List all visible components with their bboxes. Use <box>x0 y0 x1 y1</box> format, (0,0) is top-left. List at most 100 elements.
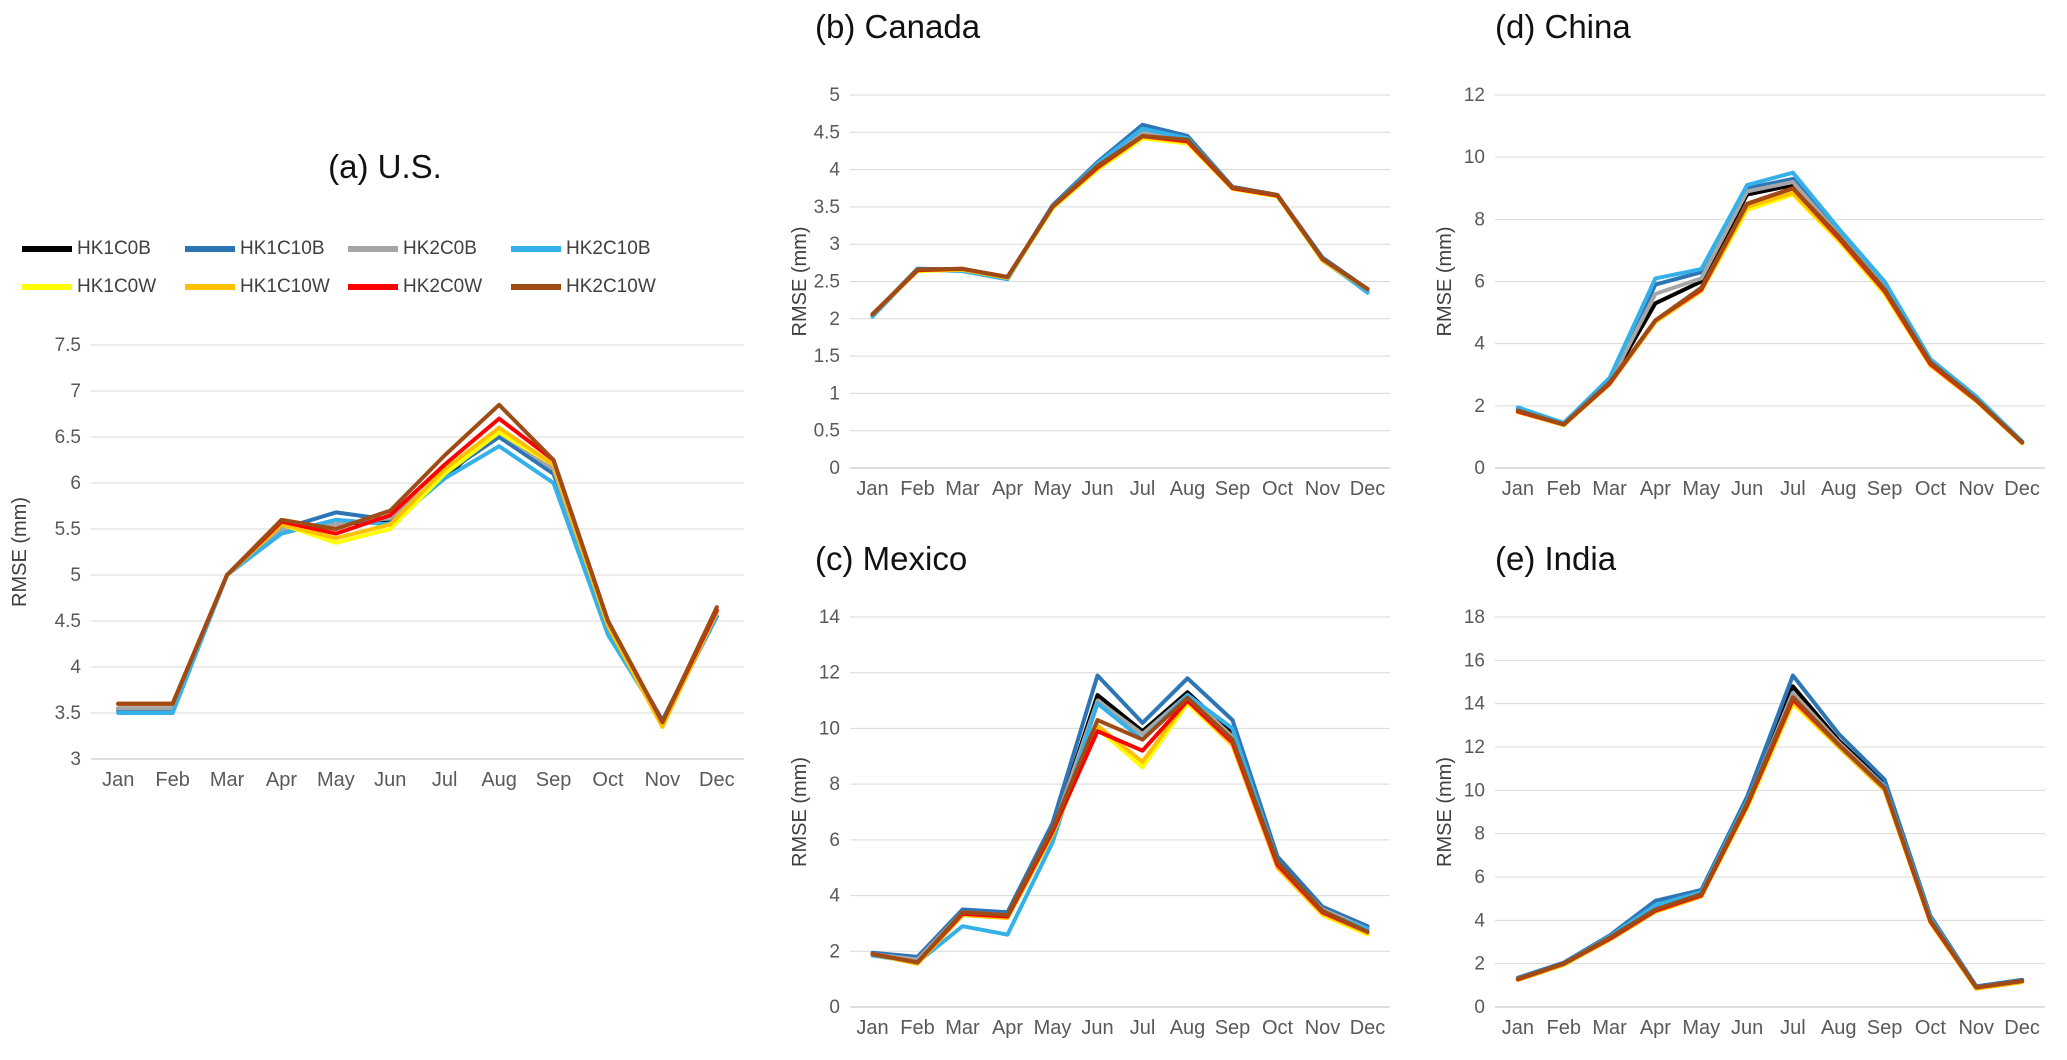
y-tick-label: 0 <box>1474 458 1485 479</box>
y-axis-label: RMSE (mm) <box>790 227 811 337</box>
chart-us: 3 3.5 4 4.5 5 5.5 6 6.5 7 7.5 Jan Feb Mar Apr May Jun Ju… <box>10 335 744 791</box>
series-line-hk1c10b <box>116 435 719 723</box>
series-line-hk1c0b <box>870 690 1370 962</box>
y-tick-label: 0 <box>1474 997 1485 1018</box>
chart-title-india: (e) India <box>1495 540 1617 577</box>
y-tick-label: 2 <box>1474 396 1485 417</box>
y-tick-label: 7.5 <box>55 335 81 356</box>
x-tick-label: Jul <box>1780 1017 1806 1039</box>
y-tick-label: 2 <box>1474 954 1485 975</box>
x-tick-label: May <box>1682 1017 1720 1039</box>
x-tick-label: Feb <box>900 478 934 500</box>
y-axis-label: RMSE (mm) <box>10 497 31 607</box>
x-tick-label: Dec <box>2004 1017 2040 1039</box>
series-line-hk1c10b <box>1515 176 2025 444</box>
y-tick-label: 16 <box>1464 650 1485 671</box>
y-tick-label: 4 <box>829 160 840 181</box>
x-tick-label: May <box>317 769 355 791</box>
y-axis-label: RMSE (mm) <box>790 757 811 867</box>
series-line-hk2c0b <box>1515 180 2025 444</box>
x-tick-label: Jul <box>432 769 458 791</box>
series-lines <box>870 122 1370 319</box>
y-tick-label: 4 <box>1474 910 1485 931</box>
series-line-hk2c10w <box>870 134 1370 317</box>
x-tick-label: May <box>1034 1017 1072 1039</box>
x-tick-label: Jan <box>856 478 888 500</box>
x-tick-label: Jan <box>856 1017 888 1039</box>
series-line-hk2c10w <box>1515 695 2025 990</box>
x-tick-label: Mar <box>1592 1017 1627 1039</box>
series-line-hk2c0w <box>1515 186 2025 445</box>
y-tick-label: 5 <box>829 85 840 106</box>
x-tick-label: Apr <box>1640 1017 1671 1039</box>
series-line-hk2c0b <box>870 130 1370 318</box>
y-tick-label: 10 <box>819 718 840 739</box>
series-line-hk2c10w <box>870 695 1370 965</box>
chart-mexico: 0 2 4 6 8 10 12 14 Jan Feb Mar Apr May Jun Jul Aug Sep Oc… <box>790 607 1390 1039</box>
chart-title-china: (d) China <box>1495 8 1631 45</box>
y-tick-label: 12 <box>819 663 840 684</box>
chart-india: 0 2 4 6 8 10 12 14 16 18 Jan Feb Mar Apr May Jun Jul Aug S… <box>1435 607 2045 1039</box>
y-tick-label: 10 <box>1464 780 1485 801</box>
legend-item-hk2c10w: HK2C10W <box>511 276 674 298</box>
legend-item-hk1c10w: HK1C10W <box>185 276 348 298</box>
x-tick-label: Oct <box>1915 478 1947 500</box>
legend-swatch-hk1c0w <box>22 284 72 290</box>
chart-china: 0 2 4 6 8 10 12 Jan Feb Mar Apr May Jun Jul Aug Sep Oct N… <box>1435 85 2045 500</box>
x-tick-labels: Jan Feb Mar Apr May Jun Jul Aug Sep Oct Nov Dec <box>1502 1017 2040 1039</box>
x-tick-label: Aug <box>1170 1017 1206 1039</box>
series-line-hk1c0w <box>116 430 719 729</box>
chart-title-canada: (b) Canada <box>815 8 981 45</box>
legend-item-hk2c0b: HK2C0B <box>348 238 511 260</box>
x-tick-label: Mar <box>1592 478 1627 500</box>
y-tick-label: 4 <box>70 657 81 678</box>
x-tick-label: Dec <box>1350 1017 1386 1039</box>
legend-label: HK1C0W <box>77 276 157 297</box>
x-tick-label: Aug <box>1821 478 1857 500</box>
series-line-hk1c10w <box>870 134 1370 317</box>
x-tick-label: Aug <box>1821 1017 1857 1039</box>
x-tick-label: Jan <box>102 769 134 791</box>
legend-swatch-hk2c0w <box>348 284 398 290</box>
chart-title-mexico: (c) Mexico <box>815 540 968 577</box>
series-line-hk1c0w <box>870 136 1370 317</box>
x-tick-label: Jun <box>1731 1017 1763 1039</box>
x-tick-labels: Jan Feb Mar Apr May Jun Jul Aug Sep Oct Nov Dec <box>1502 478 2040 500</box>
series-lines <box>870 673 1370 966</box>
chart-title-us: (a) U.S. <box>328 148 442 185</box>
y-tick-label: 8 <box>1474 209 1485 230</box>
x-tick-label: Nov <box>645 769 681 791</box>
x-tick-label: Nov <box>1958 1017 1994 1039</box>
series-line-hk2c10b <box>1515 170 2025 444</box>
x-tick-label: Dec <box>2004 478 2040 500</box>
legend-swatch-hk1c10w <box>185 284 235 290</box>
y-tick-label: 2 <box>829 309 840 330</box>
y-tick-label: 3.5 <box>814 197 840 218</box>
x-tick-label: Apr <box>1640 478 1671 500</box>
y-tick-label: 5 <box>70 565 81 586</box>
x-tick-label: Mar <box>210 769 245 791</box>
legend-label: HK2C0W <box>403 276 483 297</box>
series-line-hk2c0b <box>116 430 719 726</box>
y-tick-label: 8 <box>1474 824 1485 845</box>
y-tick-label: 4 <box>1474 334 1485 355</box>
y-tick-label: 12 <box>1464 737 1485 758</box>
x-tick-label: Nov <box>1305 1017 1341 1039</box>
x-tick-label: Feb <box>155 769 189 791</box>
gridlines <box>850 616 1390 1008</box>
legend-item-hk1c0w: HK1C0W <box>22 276 185 298</box>
x-tick-label: Mar <box>945 478 980 500</box>
legend-label: HK1C10B <box>240 238 325 259</box>
x-tick-label: Sep <box>1215 1017 1251 1039</box>
x-tick-label: Oct <box>1915 1017 1947 1039</box>
legend-swatch-hk2c0b <box>348 246 398 252</box>
y-tick-label: 1.5 <box>814 346 840 367</box>
legend-item-hk2c0w: HK2C0W <box>348 276 511 298</box>
legend-swatch-hk2c10w <box>511 284 561 290</box>
x-tick-label: Sep <box>1867 1017 1903 1039</box>
y-tick-label: 6 <box>1474 272 1485 293</box>
legend-swatch-hk2c10b <box>511 246 561 252</box>
series-line-hk2c0w <box>116 416 719 725</box>
x-tick-label: Mar <box>945 1017 980 1039</box>
